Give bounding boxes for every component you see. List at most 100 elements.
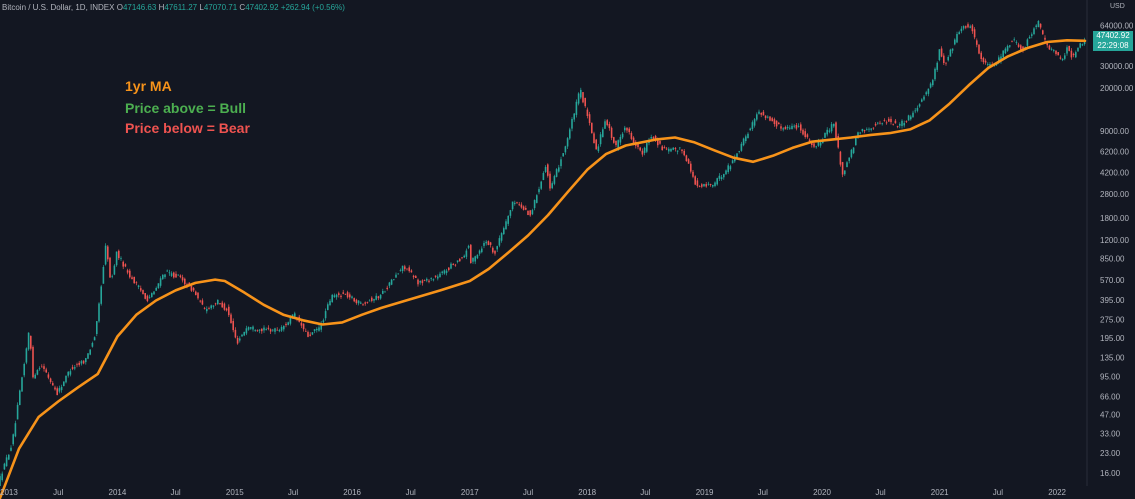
candle bbox=[0, 473, 1, 487]
candle bbox=[76, 362, 78, 368]
candle bbox=[753, 118, 756, 128]
y-axis[interactable]: 64000.00 30000.00 20000.00 9000.00 6200.00 42… bbox=[1100, 21, 1134, 478]
candle bbox=[49, 377, 52, 384]
candle bbox=[483, 240, 485, 249]
y-tick-label: 850.00 bbox=[1100, 255, 1125, 264]
candle bbox=[544, 165, 547, 173]
candle bbox=[573, 113, 575, 122]
y-tick-label: 95.00 bbox=[1100, 373, 1121, 382]
candle bbox=[707, 181, 710, 186]
candle bbox=[71, 364, 74, 371]
candle bbox=[274, 327, 276, 335]
candle bbox=[478, 249, 481, 256]
candle bbox=[465, 248, 468, 260]
candle bbox=[987, 62, 989, 67]
candle bbox=[918, 103, 921, 108]
candle bbox=[500, 232, 503, 243]
candle bbox=[932, 78, 934, 87]
candle bbox=[305, 328, 307, 332]
candle bbox=[419, 280, 421, 285]
candle bbox=[384, 290, 386, 293]
candle bbox=[417, 278, 419, 287]
candle bbox=[571, 117, 573, 132]
candle bbox=[670, 147, 672, 153]
x-tick-label: Jul bbox=[993, 488, 1003, 497]
candle bbox=[434, 275, 437, 279]
candle bbox=[12, 433, 14, 446]
candle bbox=[566, 137, 569, 149]
candle bbox=[1013, 37, 1015, 42]
candle bbox=[307, 330, 309, 338]
candle bbox=[203, 306, 206, 310]
candle bbox=[1026, 38, 1029, 48]
candle bbox=[371, 296, 373, 303]
candle bbox=[628, 127, 630, 135]
candle bbox=[698, 185, 701, 188]
candle bbox=[848, 157, 850, 164]
y-tick-label: 20000.00 bbox=[1100, 84, 1134, 93]
candle bbox=[278, 328, 281, 333]
x-axis[interactable]: 2013 Jul 2014 Jul 2015 Jul 2016 Jul 2017 Jul 2018 J… bbox=[0, 488, 1067, 497]
candle bbox=[175, 271, 177, 278]
candle bbox=[228, 304, 230, 317]
candle bbox=[261, 328, 263, 334]
candle bbox=[613, 136, 615, 144]
candle bbox=[287, 321, 289, 326]
candle bbox=[131, 275, 133, 280]
candle bbox=[714, 181, 716, 188]
y-tick-label: 30000.00 bbox=[1100, 62, 1134, 71]
candle bbox=[681, 149, 683, 154]
candle bbox=[192, 287, 195, 292]
candle bbox=[1070, 48, 1073, 60]
candle bbox=[1004, 47, 1007, 54]
candle bbox=[984, 58, 987, 65]
candle bbox=[531, 208, 534, 216]
candle bbox=[885, 120, 888, 125]
candle bbox=[82, 360, 85, 365]
candle bbox=[973, 27, 976, 40]
candle bbox=[936, 61, 938, 72]
candle bbox=[432, 278, 435, 282]
candle bbox=[245, 325, 248, 336]
candle bbox=[553, 174, 556, 186]
candle bbox=[921, 98, 923, 103]
candle bbox=[767, 115, 769, 119]
candle bbox=[243, 331, 245, 337]
candle bbox=[54, 385, 56, 391]
candle bbox=[1035, 24, 1037, 30]
y-tick-label: 16.00 bbox=[1100, 469, 1121, 478]
candle bbox=[903, 120, 905, 128]
candle bbox=[344, 293, 347, 295]
candle bbox=[5, 454, 8, 467]
candle bbox=[1053, 49, 1055, 53]
candle bbox=[872, 127, 875, 130]
candle bbox=[1042, 29, 1044, 35]
candle bbox=[549, 171, 551, 191]
candle bbox=[93, 336, 96, 341]
candle bbox=[140, 285, 142, 293]
candle bbox=[302, 323, 305, 332]
bear-annotation: Price below = Bear bbox=[125, 120, 250, 136]
candle bbox=[696, 178, 699, 188]
price-candles bbox=[0, 20, 1086, 487]
candle bbox=[751, 120, 754, 131]
candle bbox=[1081, 43, 1084, 47]
candle bbox=[311, 332, 314, 336]
candle bbox=[934, 67, 936, 82]
candle bbox=[626, 127, 628, 133]
candle bbox=[793, 124, 795, 129]
candle bbox=[329, 299, 331, 307]
candle bbox=[661, 145, 663, 151]
candle bbox=[701, 183, 703, 189]
candle bbox=[558, 164, 560, 173]
candle bbox=[34, 373, 36, 379]
candle bbox=[575, 99, 578, 118]
candle bbox=[120, 256, 122, 261]
candle bbox=[720, 175, 723, 181]
candle bbox=[421, 279, 424, 286]
candle bbox=[830, 122, 833, 134]
candle bbox=[338, 291, 340, 298]
candle bbox=[905, 120, 908, 123]
candle bbox=[318, 324, 320, 332]
